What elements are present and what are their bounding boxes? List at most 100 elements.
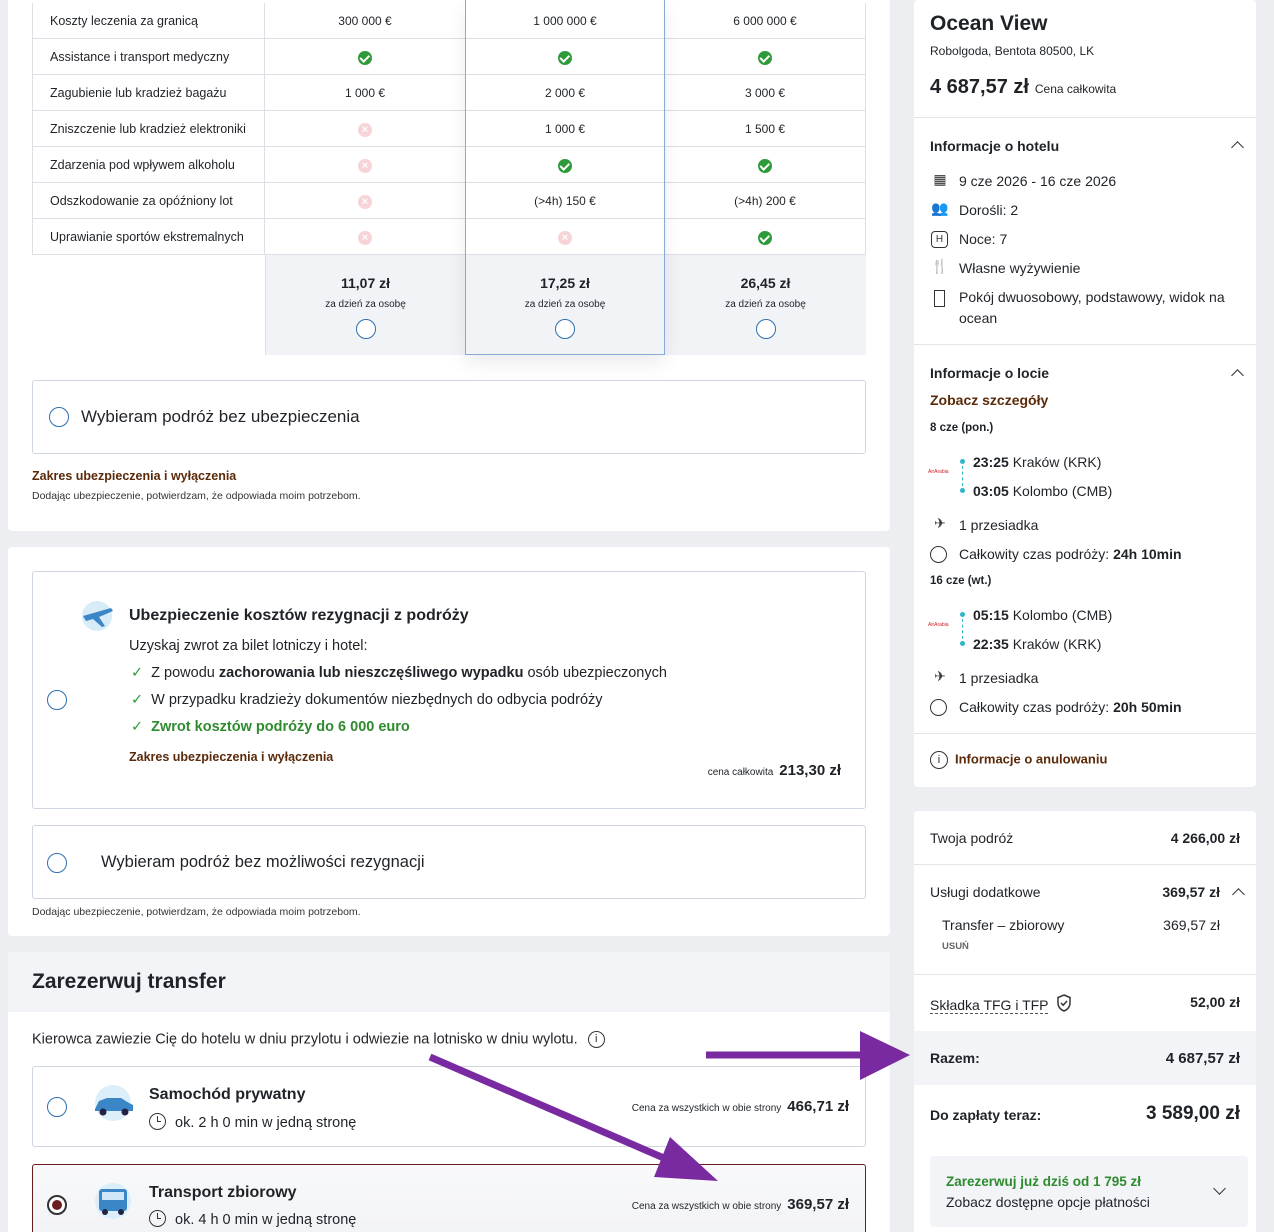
cancellation-info-link[interactable]: i Informacje o anulowaniu [930,751,1107,769]
summary-label: Do zapłaty teraz: [930,1107,1042,1123]
summary-value: 369,57 zł [1162,884,1220,900]
plan-price-standard[interactable]: 17,25 zł za dzień za osobę [465,255,665,355]
plan-price-premium[interactable]: 26,45 zł za dzień za osobę [665,255,866,355]
plane-stop-icon: ✈ [934,668,946,684]
cutlery-icon: 🍴 [931,258,949,274]
coverage-value: 2 000 € [544,86,586,100]
door-icon [934,290,945,307]
no-insurance-option[interactable]: Wybieram podróż bez ubezpieczenia [32,380,866,454]
check-icon [358,50,372,65]
flight-info-title: Informacje o locie [930,365,1050,381]
plan-radio-premium[interactable] [755,319,776,339]
no-cancellation-option[interactable]: Wybieram podróż bez możliwości rezygnacj… [32,825,866,899]
flight-details-link[interactable]: Zobacz szczegóły [930,392,1049,408]
benefit-text: osób ubezpieczonych [523,665,667,681]
transfer-price-value: 466,71 zł [787,1098,849,1115]
chevron-up-icon[interactable] [1231,141,1244,154]
coverage-value: 6 000 000 € [665,3,866,39]
info-icon[interactable]: i [587,1031,605,1048]
transfer-option-name: Samochód prywatny [149,1086,306,1103]
insurance-disclaimer: Dodając ubezpieczenie, potwierdzam, że o… [32,490,361,502]
departure-airport: Kraków (KRK) [1012,454,1102,470]
coverage-included [665,219,866,255]
coverage-row: Uprawianie sportów ekstremalnych × × [32,219,866,255]
insurance-scope-link[interactable]: Zakres ubezpieczenia i wyłączenia [32,469,237,483]
cancellation-info-text: Informacje o anulowaniu [955,751,1108,767]
check-icon: ✓ [131,692,144,708]
cancellation-benefit: ✓ W przypadku kradzieży dokumentów niezbę… [131,692,603,708]
benefit-text-bold: zachorowania lub nieszczęśliwego wypadku [218,665,524,681]
summary-value: 3 589,00 zł [1145,1103,1240,1124]
transfer-description-text: Kierowca zawiezie Cię do hotelu w dniu p… [32,1031,578,1048]
arrival-time: 22:35 [973,636,1009,652]
coverage-row: Zdarzenia pod wpływem alkoholu × [32,147,866,183]
summary-value: 4 266,00 zł [1170,830,1240,846]
cancellation-scope-link[interactable]: Zakres ubezpieczenia i wyłączenia [129,750,334,764]
coverage-value: 1 000 000 € [533,14,597,28]
coverage-label: Koszty leczenia za granicą [32,3,265,39]
check-icon: ✓ [131,665,144,681]
transfer-private-radio[interactable] [47,1097,67,1117]
hotel-room-text: Pokój dwuosobowy, podstawowy, widok na o… [959,289,1225,326]
transfer-description: Kierowca zawiezie Cię do hotelu w dniu p… [32,1031,605,1048]
arrival-time: 03:05 [973,483,1009,499]
no-cancellation-radio[interactable] [47,853,67,873]
no-insurance-radio[interactable] [49,407,69,427]
route-dot [960,488,965,493]
plan-price-basic[interactable]: 11,07 zł za dzień za osobę [265,255,465,355]
plan-price: 17,25 zł [540,275,590,291]
summary-tfg-row: Składka TFG i TFP 52,00 zł [930,994,1240,1015]
coverage-label: Zniszczenie lub kradzież elektroniki [32,111,265,147]
payment-options-panel[interactable]: Zarezerwuj już dziś od 1 795 zł Zobacz d… [930,1156,1248,1227]
plan-radio-basic[interactable] [355,319,376,339]
transfer-time-text: ok. 2 h 0 min w jedną stronę [175,1115,357,1131]
remove-transfer-link[interactable]: USUŃ [942,941,969,952]
transfer-option-name: Transport zbiorowy [149,1184,297,1201]
airline-logo: AirArabia [928,623,952,628]
cancellation-intro: Uzyskaj zwrot za bilet lotniczy i hotel: [129,638,368,654]
transfer-price-label: Cena za wszystkich w obie strony [631,1201,782,1212]
coverage-value: 1 000 € [544,122,586,136]
airline-logo: AirArabia [928,470,952,475]
divider [914,117,1256,118]
chevron-up-icon[interactable] [1232,888,1245,901]
summary-value: 4 687,57 zł [1165,1050,1240,1067]
transfer-shared-radio[interactable] [47,1195,67,1215]
transfer-option-private[interactable]: Samochód prywatny ok. 2 h 0 min w jedną … [32,1066,866,1147]
car-icon [95,1085,133,1121]
chevron-up-icon[interactable] [1231,369,1244,382]
summary-label[interactable]: Składka TFG i TFP [930,997,1049,1014]
stops-text: 1 przesiadka [959,517,1039,533]
chevron-down-icon[interactable] [1213,1182,1226,1195]
check-icon: ✓ [131,719,144,735]
coverage-included [465,39,665,75]
coverage-label: Zdarzenia pod wpływem alkoholu [32,147,265,183]
coverage-label: Odszkodowanie za opóźniony lot [32,183,265,219]
departure-time: 23:25 [973,454,1009,470]
summary-value: 52,00 zł [1190,994,1240,1010]
plan-price-unit: za dzień za osobę [524,299,606,310]
coverage-row: Koszty leczenia za granicą 300 000 € 1 000… [32,3,866,39]
cross-icon: × [358,230,372,245]
coverage-row: Zniszczenie lub kradzież elektroniki × 1 0… [32,111,866,147]
plan-radio-standard[interactable] [555,319,575,339]
hotel-total: 4 687,57 zł Cena całkowita [930,76,1116,99]
coverage-value: 3 000 € [665,75,866,111]
transfer-option-shared[interactable]: Transport zbiorowy ok. 4 h 0 min w jedną… [32,1164,866,1232]
cancellation-total: cena całkowita 213,30 zł [708,762,841,779]
transfer-card: Zarezerwuj transfer Kierowca zawiezie Ci… [8,952,890,1232]
departure-time: 05:15 [973,607,1009,623]
shield-icon [1056,994,1072,1015]
outbound-date: 8 cze (pon.) [930,422,994,434]
cancellation-option[interactable]: Ubezpieczenie kosztów rezygnacji z podró… [32,571,866,809]
clock-icon [149,1210,166,1227]
no-cancellation-label: Wybieram podróż bez możliwości rezygnacj… [101,853,425,871]
coverage-included [265,39,465,75]
cancellation-radio[interactable] [47,690,67,710]
no-insurance-label: Wybieram podróż bez ubezpieczenia [81,407,360,426]
summary-extras-row[interactable]: Usługi dodatkowe 369,57 zł [930,884,1220,900]
summary-total: Razem: 4 687,57 zł [930,1050,1240,1067]
arrival-airport: Kolombo (CMB) [1012,483,1113,499]
cancellation-benefit: ✓ Z powodu zachorowania lub nieszczęśliwe… [131,665,667,681]
hotel-address: Robolgoda, Bentota 80500, LK [930,44,1095,58]
